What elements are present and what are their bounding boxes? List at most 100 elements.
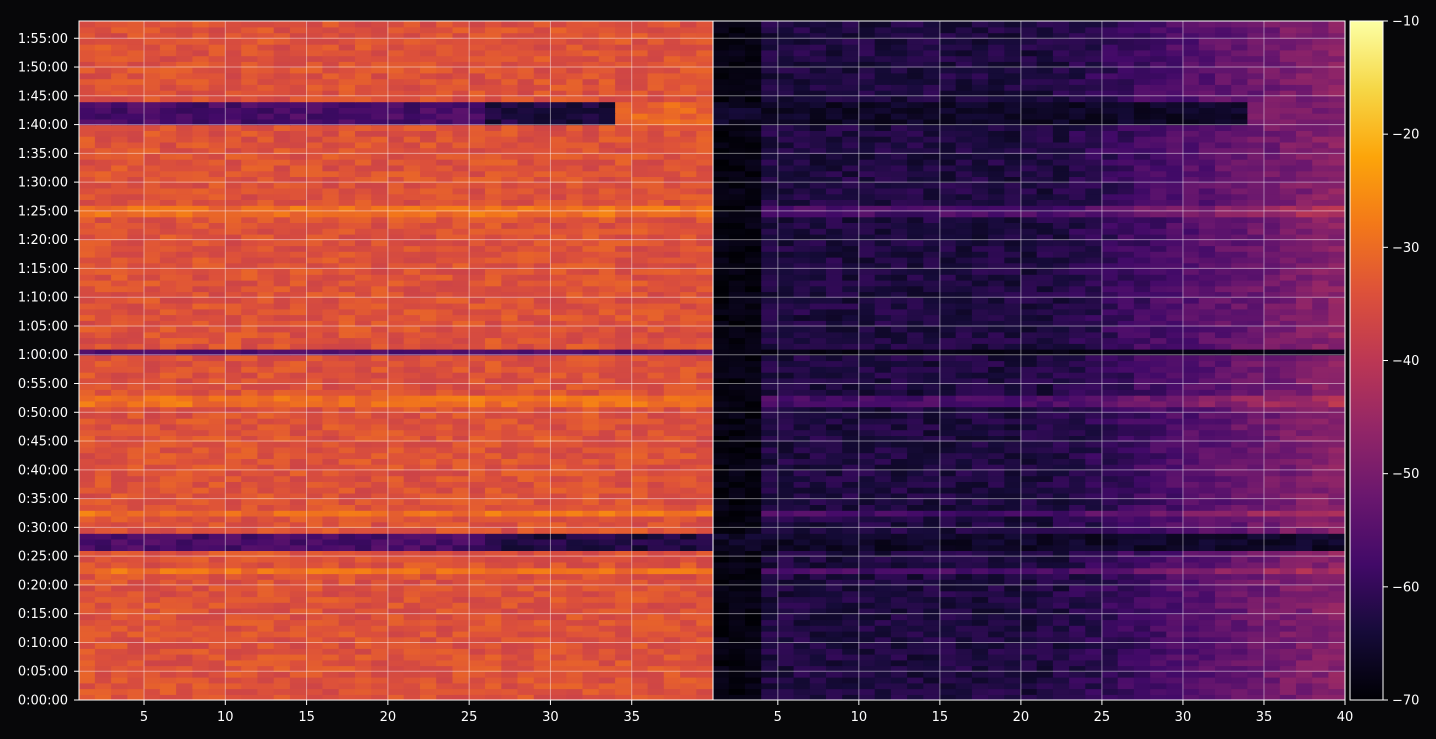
heatmap-cell — [371, 389, 389, 396]
heatmap-cell — [598, 136, 616, 143]
heatmap-cell — [306, 164, 324, 172]
heatmap-cell — [94, 446, 112, 454]
heatmap-cell — [289, 441, 307, 448]
heatmap-cell — [420, 268, 438, 275]
heatmap-cell — [468, 579, 486, 586]
heatmap-cell — [485, 446, 503, 454]
heatmap-cell — [338, 84, 356, 91]
heatmap-cell — [143, 233, 161, 241]
heatmap-cell — [224, 400, 242, 408]
heatmap-cell — [615, 268, 633, 275]
heatmap-cell — [517, 515, 535, 523]
heatmap-cell — [907, 654, 925, 661]
heatmap-cell — [273, 671, 291, 678]
heatmap-cell — [582, 464, 600, 471]
heatmap-cell — [79, 429, 96, 436]
heatmap-cell — [468, 239, 486, 247]
heatmap-cell — [452, 130, 470, 137]
heatmap-cell — [550, 251, 568, 258]
heatmap-cell — [598, 584, 616, 592]
heatmap-cell — [338, 435, 356, 442]
heatmap-cell — [241, 216, 259, 223]
heatmap-cell — [631, 331, 649, 339]
heatmap-cell — [696, 187, 713, 195]
heatmap-cell — [127, 515, 145, 523]
heatmap-cell — [550, 521, 568, 528]
heatmap-cell — [159, 366, 177, 373]
heatmap-cell — [273, 26, 291, 34]
heatmap-cell — [111, 55, 129, 62]
heatmap-cell — [436, 314, 454, 321]
heatmap-cell — [582, 446, 600, 454]
heatmap-cell — [387, 21, 405, 28]
heatmap-cell — [387, 441, 405, 448]
heatmap-cell — [208, 124, 226, 131]
heatmap-cell — [127, 308, 145, 316]
heatmap-cell — [874, 642, 892, 649]
heatmap-cell — [371, 590, 389, 598]
heatmap-cell — [680, 199, 698, 206]
heatmap-cell — [241, 366, 259, 373]
heatmap-cell — [663, 389, 681, 396]
heatmap-cell — [143, 326, 161, 333]
heatmap-cell — [420, 630, 438, 638]
heatmap-cell — [420, 228, 438, 235]
heatmap-cell — [647, 636, 665, 644]
heatmap-cell — [452, 176, 470, 183]
heatmap-cell — [241, 279, 259, 287]
heatmap-cell — [79, 625, 96, 632]
heatmap-cell — [1166, 659, 1184, 667]
heatmap-cell — [420, 383, 438, 390]
heatmap-cell — [289, 331, 307, 339]
heatmap-cell — [452, 78, 470, 85]
heatmap-cell — [566, 573, 584, 580]
heatmap-cell — [94, 544, 112, 551]
heatmap-cell — [566, 395, 584, 402]
heatmap-cell — [452, 441, 470, 448]
heatmap-cell — [306, 423, 324, 431]
heatmap-cell — [1328, 642, 1345, 649]
heatmap-cell — [550, 677, 568, 684]
heatmap-cell — [566, 44, 584, 51]
heatmap-cell — [403, 694, 421, 700]
heatmap-cell — [517, 78, 535, 85]
heatmap-cell — [468, 153, 486, 160]
heatmap-cell — [1166, 648, 1184, 655]
heatmap-cell — [241, 498, 259, 505]
heatmap-cell — [452, 602, 470, 609]
heatmap-cell — [371, 216, 389, 223]
heatmap-cell — [452, 389, 470, 396]
heatmap-cell — [387, 170, 405, 177]
heatmap-cell — [452, 153, 470, 160]
heatmap-cell — [663, 245, 681, 252]
heatmap-cell — [241, 199, 259, 206]
heatmap-cell — [533, 377, 551, 385]
heatmap-cell — [631, 78, 649, 85]
heatmap-cell — [663, 182, 681, 189]
heatmap-cell — [566, 406, 584, 413]
heatmap-cell — [663, 239, 681, 247]
heatmap-cell — [94, 573, 112, 580]
heatmap-cell — [257, 199, 275, 206]
heatmap-cell — [273, 602, 291, 609]
heatmap-cell — [224, 435, 242, 442]
heatmap-cell — [94, 429, 112, 436]
heatmap-cell — [468, 136, 486, 143]
heatmap-cell — [566, 55, 584, 62]
heatmap-cell — [241, 533, 259, 540]
heatmap-cell — [452, 291, 470, 298]
heatmap-cell — [127, 556, 145, 563]
heatmap-cell — [598, 659, 616, 667]
heatmap-cell — [143, 291, 161, 298]
heatmap-cell — [615, 688, 633, 695]
heatmap-cell — [550, 285, 568, 293]
heatmap-cell — [241, 297, 259, 304]
heatmap-cell — [680, 176, 698, 183]
heatmap-cell — [501, 377, 519, 385]
heatmap-cell — [241, 67, 259, 74]
heatmap-cell — [387, 630, 405, 638]
heatmap-cell — [322, 216, 340, 223]
heatmap-cell — [241, 228, 259, 235]
heatmap-cell — [127, 176, 145, 183]
heatmap-cell — [598, 648, 616, 655]
